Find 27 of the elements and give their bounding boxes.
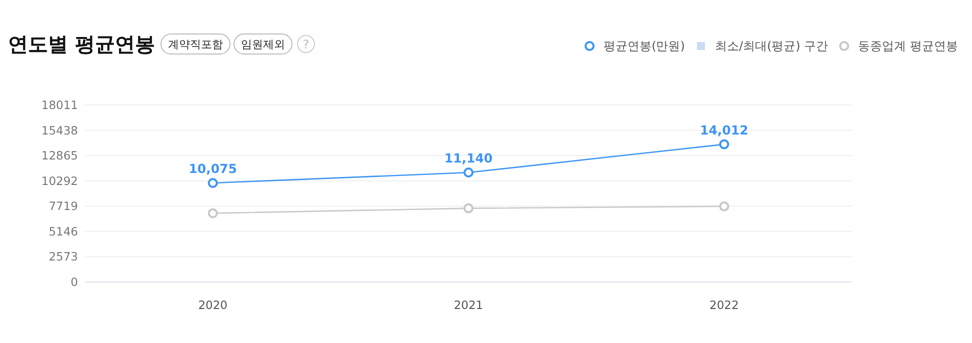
data-label: 11,140: [444, 150, 493, 166]
data-label: 10,075: [188, 160, 237, 176]
point: [464, 168, 474, 178]
badge: ?: [296, 35, 315, 53]
point: [208, 178, 218, 188]
x-tick-label: 2021: [454, 298, 484, 312]
data-label: 14,012: [700, 122, 748, 138]
point: [208, 208, 218, 218]
y-tick-label: 15438: [41, 123, 78, 138]
y-tick-label: 5146: [48, 224, 78, 238]
legend-label: 평균연봉(만원): [604, 39, 685, 53]
x-tick-label: 2022: [710, 298, 739, 312]
y-tick-label: 0: [70, 275, 78, 289]
badge: 계약직포함: [160, 34, 230, 54]
x-tick-label: 2020: [198, 298, 228, 312]
y-tick-label: 10292: [41, 174, 78, 188]
legend-label: 동종업계 평균연봉: [858, 39, 958, 53]
point: [719, 139, 730, 150]
legend-label: 최소/최대(평균) 구간: [714, 39, 828, 53]
y-tick-label: 2573: [48, 250, 78, 264]
point: [719, 201, 730, 212]
badge: 임원제외: [233, 34, 292, 54]
point: [464, 203, 474, 214]
y-tick-label: 18011: [41, 98, 78, 112]
y-tick-label: 7719: [48, 199, 78, 214]
y-tick-label: 12865: [41, 148, 78, 163]
chart-title: 연도별 평균연봉: [8, 32, 155, 56]
